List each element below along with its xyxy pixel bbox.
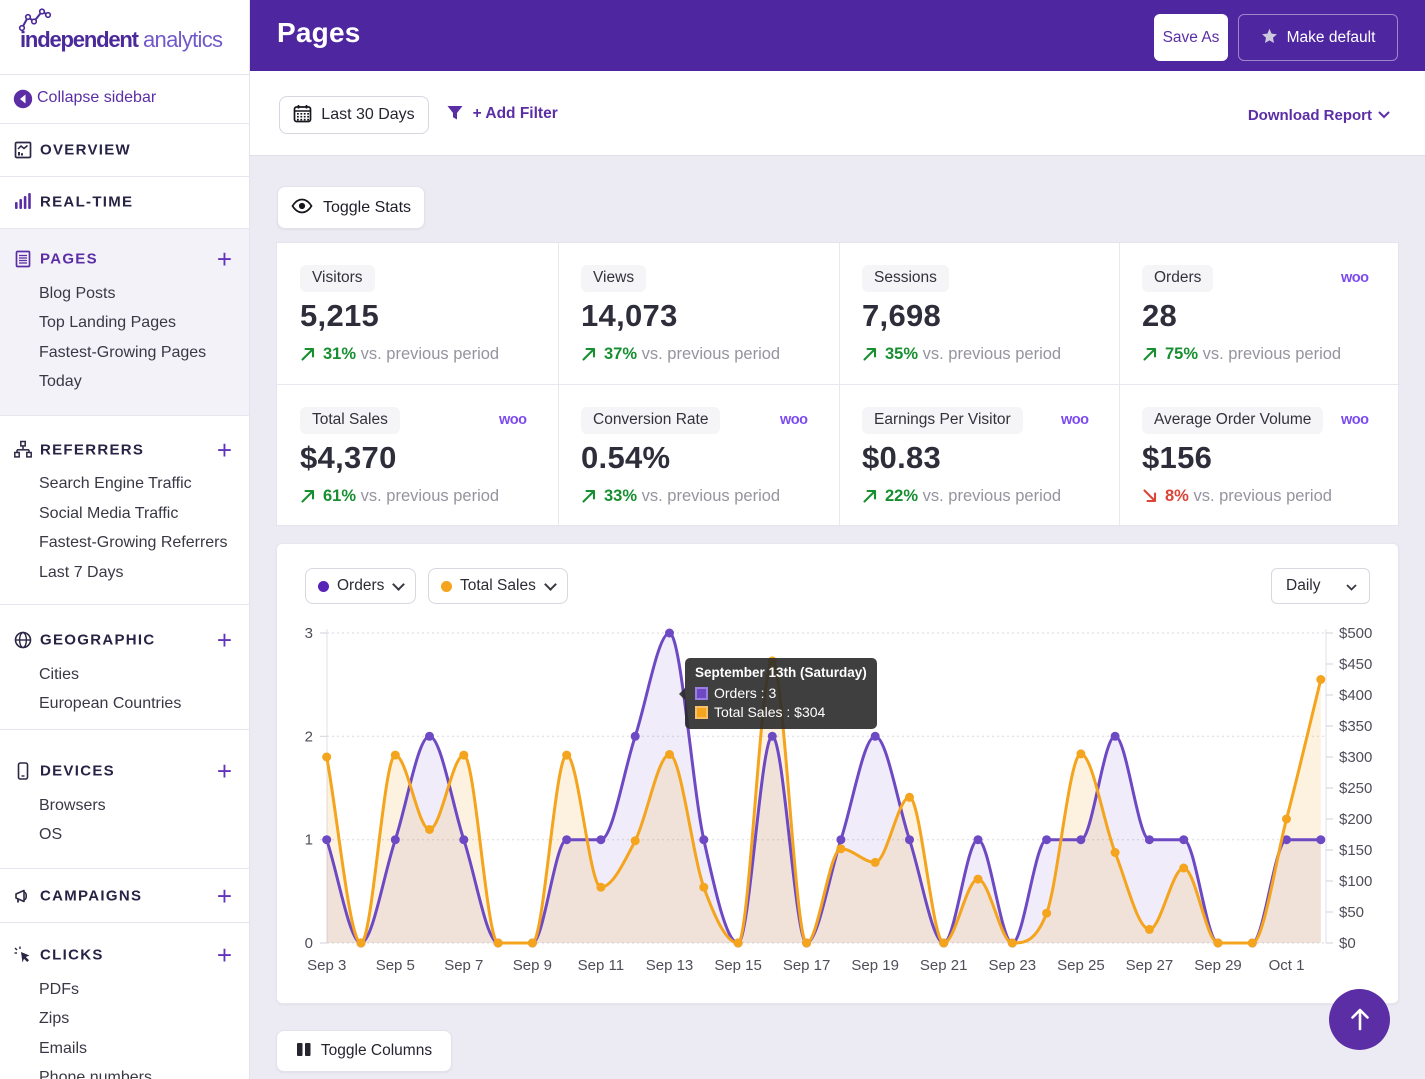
svg-text:analytics: analytics [143, 27, 223, 52]
svg-text:$400: $400 [1339, 687, 1372, 704]
svg-text:0: 0 [305, 935, 313, 952]
svg-text:$350: $350 [1339, 718, 1372, 735]
svg-text:Sep 21: Sep 21 [920, 957, 968, 974]
svg-text:$150: $150 [1339, 842, 1372, 859]
svg-text:$500: $500 [1339, 625, 1372, 642]
svg-text:Sep 9: Sep 9 [513, 957, 552, 974]
svg-text:$300: $300 [1339, 749, 1372, 766]
svg-text:$200: $200 [1339, 811, 1372, 828]
svg-text:$250: $250 [1339, 780, 1372, 797]
svg-text:Sep 29: Sep 29 [1194, 957, 1242, 974]
svg-text:$450: $450 [1339, 656, 1372, 673]
svg-text:Sep 7: Sep 7 [444, 957, 483, 974]
svg-text:independent: independent [20, 27, 140, 52]
svg-text:woo: woo [1341, 270, 1369, 285]
svg-text:Sep 5: Sep 5 [376, 957, 415, 974]
svg-text:Sep 25: Sep 25 [1057, 957, 1105, 974]
svg-text:Sep 3: Sep 3 [307, 957, 346, 974]
svg-text:$100: $100 [1339, 873, 1372, 890]
svg-text:Sep 27: Sep 27 [1126, 957, 1174, 974]
svg-text:woo: woo [1341, 412, 1369, 427]
svg-text:Sep 17: Sep 17 [783, 957, 831, 974]
svg-text:3: 3 [305, 625, 313, 642]
svg-text:$50: $50 [1339, 904, 1364, 921]
svg-text:Sep 13: Sep 13 [646, 957, 694, 974]
svg-text:woo: woo [1061, 412, 1089, 427]
svg-text:woo: woo [780, 412, 808, 427]
svg-text:Sep 11: Sep 11 [578, 957, 624, 974]
svg-text:Oct 1: Oct 1 [1269, 957, 1305, 974]
svg-text:woo: woo [499, 412, 527, 427]
svg-text:2: 2 [305, 728, 313, 745]
svg-text:Sep 15: Sep 15 [714, 957, 762, 974]
svg-text:Sep 23: Sep 23 [989, 957, 1037, 974]
svg-text:$0: $0 [1339, 935, 1356, 952]
svg-text:1: 1 [305, 832, 313, 849]
svg-text:Sep 19: Sep 19 [851, 957, 899, 974]
